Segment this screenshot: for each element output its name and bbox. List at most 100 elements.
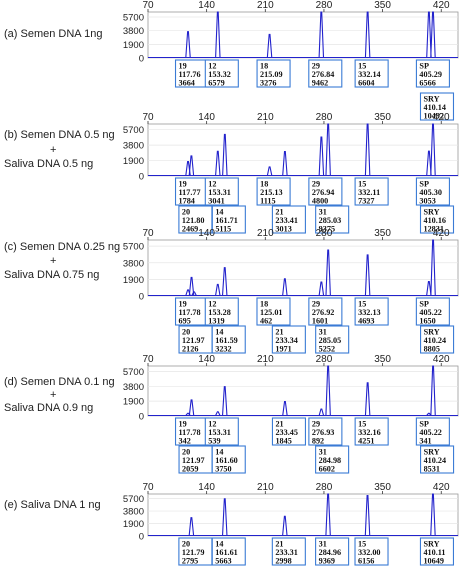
peak-label-text: 9369 [319, 557, 335, 566]
x-tick-label: 280 [316, 228, 333, 239]
y-tick-label: 0 [139, 172, 144, 183]
x-tick-label: 210 [257, 482, 274, 493]
peak-label-text: 8805 [424, 345, 440, 354]
peak-label-text: 14 [215, 540, 223, 549]
peak-label-text: 1601 [312, 317, 328, 326]
peak [364, 382, 371, 416]
peak-label-text: 2126 [182, 345, 198, 354]
peak [430, 365, 436, 416]
label-box-border [271, 537, 306, 566]
peak-label-text: 15 [358, 420, 366, 429]
peak-label-text: 539 [208, 437, 220, 446]
x-tick-label: 140 [198, 112, 215, 123]
y-tick-label: 0 [139, 54, 144, 65]
plot-frame [147, 239, 459, 297]
x-tick-label: 280 [316, 482, 333, 493]
label-box-border [308, 297, 343, 326]
label-box-border [315, 445, 350, 474]
peak-label-text: 3664 [179, 79, 195, 88]
peak-label-text: 341 [419, 437, 431, 446]
peak-label-text: 18 [260, 180, 268, 189]
panel-label: + [50, 389, 56, 401]
peak-label-text: 233.34 [275, 336, 298, 345]
label-box-border [204, 417, 239, 446]
peak [318, 136, 325, 176]
plot-frame [147, 365, 459, 417]
peak-label-text: 153.31 [208, 428, 231, 437]
label-box-border [256, 59, 291, 88]
peak [318, 281, 325, 296]
x-tick-label: 350 [374, 482, 391, 493]
peak-label-text: 892 [312, 437, 324, 446]
peak-label-text: 332.13 [358, 308, 381, 317]
peak-label-text: 20 [182, 328, 190, 337]
label-box-border [420, 325, 455, 354]
x-tick-label: 140 [198, 228, 215, 239]
label-box-border [308, 177, 343, 206]
x-tick-label: 70 [142, 228, 154, 239]
peak-label-text: 19 [179, 420, 187, 429]
peak-label-text: 20 [182, 208, 190, 217]
peak [215, 11, 221, 58]
peak-label-text: 10649 [423, 557, 443, 566]
plot-frame [147, 493, 459, 537]
label-box-border [415, 177, 450, 206]
panel-label: (d) Semen DNA 0.1 ng [4, 376, 115, 388]
x-tick-label: 350 [374, 0, 391, 11]
peak-label-text: 2795 [182, 557, 198, 566]
panel-a: (a) Semen DNA 1ng 5700 3800 1900 0 70 140 210 28… [4, 0, 459, 121]
label-box-border [354, 59, 389, 88]
peak-label-text: 153.31 [208, 188, 231, 197]
peak [188, 155, 195, 176]
y-tick-label: 3800 [123, 141, 144, 152]
peak-label-text: 3232 [215, 345, 231, 354]
y-tick-label: 0 [139, 532, 144, 543]
x-tick-label: 350 [374, 354, 391, 365]
label-box-border [174, 297, 210, 326]
peak-label-text: 121.97 [182, 456, 205, 465]
panel-label: (a) Semen DNA 1ng [4, 28, 102, 40]
peak-label-text: 161.60 [215, 456, 238, 465]
label-box-border [419, 92, 455, 121]
y-tick-label: 1900 [123, 156, 144, 167]
peak [188, 517, 195, 536]
peak-label-text: 2059 [182, 465, 198, 474]
peak-label-text: 5252 [319, 345, 335, 354]
peak [364, 11, 371, 58]
peak-label-text: 3276 [260, 79, 276, 88]
peak-label-text: 5115 [215, 225, 231, 234]
peak [426, 150, 432, 176]
peak [364, 123, 371, 176]
peak-label-text: 125.01 [260, 308, 283, 317]
peak-label-text: 1784 [179, 197, 195, 206]
label-box-border [256, 177, 291, 206]
y-tick-label: 5700 [123, 125, 144, 136]
peak-label-text: 462 [260, 317, 272, 326]
label-box-border [256, 297, 291, 326]
peak-label-text: 285.05 [319, 336, 342, 345]
peak-label-text: 284.96 [319, 548, 342, 557]
label-box-border [315, 205, 350, 234]
peak-label-text: 285.03 [319, 216, 342, 225]
y-tick-label: 5700 [123, 494, 144, 505]
x-tick-label: 280 [316, 354, 333, 365]
